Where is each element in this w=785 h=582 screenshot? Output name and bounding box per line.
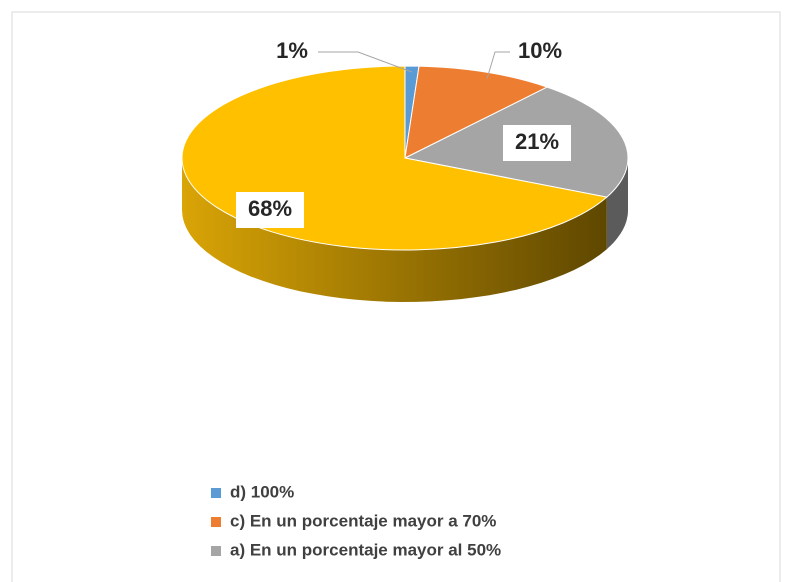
data-label: 1%: [276, 38, 308, 63]
label-box: [236, 192, 304, 228]
legend-swatch: [211, 546, 221, 556]
legend-label: d) 100%: [230, 482, 294, 501]
label-box: [503, 125, 571, 161]
legend-swatch: [211, 517, 221, 527]
slice-side: [182, 158, 607, 302]
slice-side: [606, 158, 628, 250]
data-label: 68%: [248, 196, 292, 221]
data-label: 10%: [518, 38, 562, 63]
chart-border: [11, 11, 781, 582]
legend-label: c) En un porcentaje mayor a 70%: [230, 511, 496, 530]
leader-line: [486, 51, 510, 79]
slice: [404, 65, 549, 159]
leader-line: [318, 51, 413, 73]
legend-label: a) En un porcentaje mayor al 50%: [230, 540, 501, 559]
data-label: 21%: [515, 129, 559, 154]
legend-swatch: [211, 488, 221, 498]
